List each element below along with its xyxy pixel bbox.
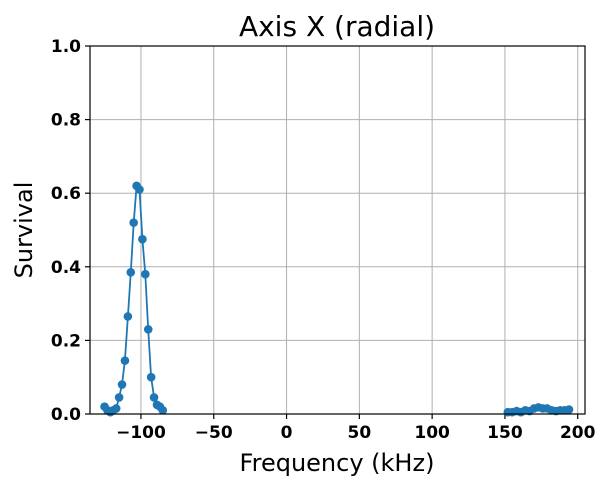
data-point: [158, 406, 168, 415]
data-point: [114, 393, 124, 402]
y-tick-label: 0.4: [51, 258, 81, 278]
y-tick-label: 1.0: [51, 37, 81, 57]
y-tick-label: 0.8: [51, 111, 81, 131]
chart-title: Axis X (radial): [239, 10, 435, 43]
data-point: [146, 372, 156, 382]
x-tick-label: 100: [414, 423, 450, 443]
data-point: [135, 185, 144, 194]
data-point: [149, 393, 159, 402]
x-tick-label: −100: [116, 423, 166, 443]
x-axis-label: Frequency (kHz): [240, 449, 435, 477]
x-tick-label: −50: [195, 423, 233, 443]
data-point: [129, 218, 138, 227]
y-tick-label: 0.6: [51, 184, 81, 204]
x-tick-label: 0: [281, 423, 293, 443]
series-layer: [100, 181, 574, 417]
y-tick-label: 0.2: [51, 331, 81, 351]
y-axis-label: Survival: [10, 182, 38, 279]
x-tick-label: 150: [487, 423, 523, 443]
data-point: [111, 404, 121, 413]
x-tick-label: 50: [348, 423, 372, 443]
plot-frame: [89, 45, 586, 415]
data-point: [123, 312, 133, 321]
data-point: [564, 405, 574, 414]
data-point: [138, 234, 147, 244]
data-point: [120, 356, 130, 365]
grid: [90, 45, 585, 415]
data-point: [141, 269, 150, 279]
x-tick-label: 200: [560, 423, 596, 443]
data-point: [126, 268, 136, 277]
ticks: −100 −50 0 50 100 150 200 0.0 0.2 0.4 0.6 0.8 1.0: [51, 37, 596, 443]
data-point: [117, 380, 127, 389]
y-tick-label: 0.0: [51, 405, 81, 425]
data-point: [143, 325, 153, 334]
